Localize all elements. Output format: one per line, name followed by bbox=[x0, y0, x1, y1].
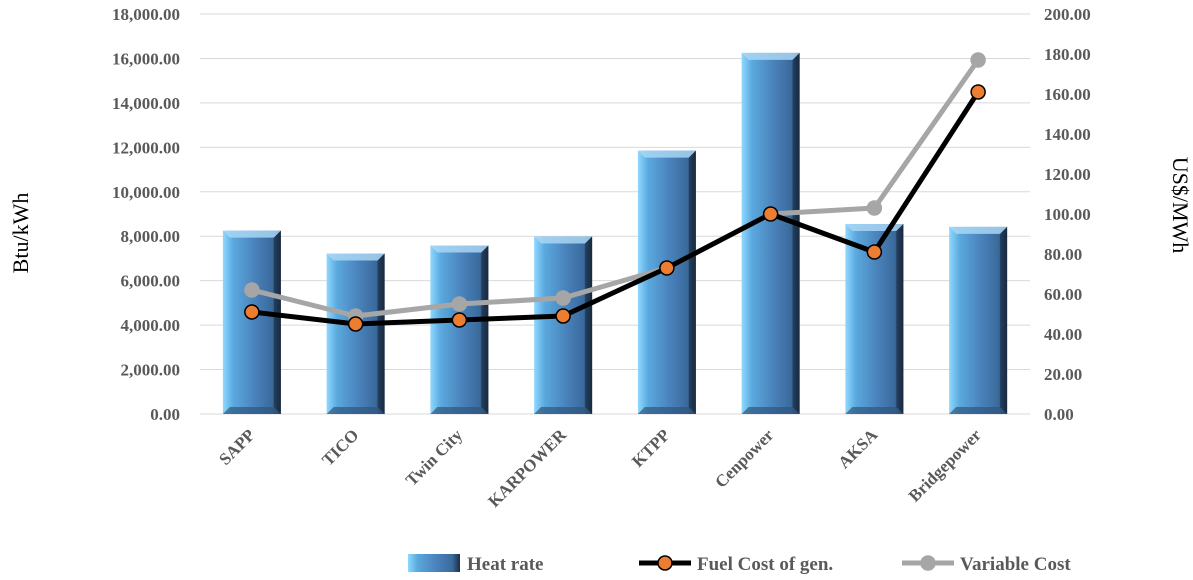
bar-bevel-top bbox=[949, 226, 1008, 234]
y-left-tick-label: 10,000.00 bbox=[112, 183, 180, 202]
series-point bbox=[555, 308, 571, 324]
bar bbox=[534, 236, 593, 414]
y-left-axis-title: Btu/kWh bbox=[8, 193, 33, 274]
bar-bevel-right bbox=[688, 150, 696, 414]
y-left-tick-label: 0.00 bbox=[150, 405, 180, 424]
bar-bevel-bottom bbox=[845, 407, 904, 414]
y-right-tick-label: 160.00 bbox=[1044, 85, 1091, 104]
bar-bevel-bottom bbox=[637, 407, 696, 414]
series-point bbox=[762, 206, 779, 222]
bar-face bbox=[949, 226, 1008, 414]
bar-bevel-bottom bbox=[430, 407, 489, 414]
bar-bevel-right bbox=[792, 52, 800, 415]
y-left-tick-label: 18,000.00 bbox=[112, 5, 180, 24]
category-label: SAPP bbox=[215, 425, 258, 468]
y-left-tick-label: 2,000.00 bbox=[121, 361, 181, 380]
bar-bevel-right bbox=[377, 253, 385, 414]
legend-label: Heat rate bbox=[467, 554, 543, 575]
legend-item: Variable Cost bbox=[902, 554, 1071, 575]
bar bbox=[222, 230, 281, 414]
series-line bbox=[251, 90, 981, 327]
y-right-tick-label: 80.00 bbox=[1044, 245, 1082, 264]
series-point bbox=[866, 200, 883, 216]
series-point bbox=[451, 312, 468, 328]
y-left-tick-label: 14,000.00 bbox=[112, 94, 180, 113]
series-point bbox=[451, 296, 468, 312]
y-left-tick-label: 8,000.00 bbox=[121, 227, 181, 246]
series-point bbox=[347, 316, 364, 332]
y-left-tick-label: 4,000.00 bbox=[121, 316, 181, 335]
bar-face bbox=[430, 245, 489, 414]
y-right-tick-label: 140.00 bbox=[1044, 125, 1091, 144]
bar-bevel-right bbox=[1000, 226, 1008, 414]
bar-bevel-bottom bbox=[741, 407, 800, 414]
legend-item: Fuel Cost of gen. bbox=[639, 554, 833, 575]
legend-swatch-marker bbox=[920, 555, 936, 571]
bar bbox=[949, 226, 1008, 414]
series-point bbox=[659, 260, 675, 276]
bar-face bbox=[637, 150, 696, 414]
y-right-tick-label: 200.00 bbox=[1044, 5, 1091, 24]
series-point bbox=[970, 52, 986, 68]
legend-label: Variable Cost bbox=[960, 554, 1071, 575]
legend-swatch-marker bbox=[657, 555, 673, 571]
bar-face bbox=[534, 236, 593, 414]
bar bbox=[637, 150, 696, 414]
bar-bevel-right bbox=[481, 245, 489, 414]
series-point bbox=[244, 304, 260, 320]
y-left-tick-label: 16,000.00 bbox=[112, 49, 180, 68]
bar-bevel-top bbox=[430, 245, 489, 253]
legend-swatch-bar bbox=[408, 554, 460, 572]
line-series bbox=[244, 84, 986, 332]
category-label: AKSA bbox=[834, 425, 881, 472]
legend-item: Heat rate bbox=[408, 554, 543, 575]
bar-bevel-right bbox=[273, 230, 281, 414]
series-point bbox=[555, 290, 571, 306]
bar-bevel-top bbox=[637, 150, 696, 158]
category-label: TICO bbox=[318, 425, 362, 469]
category-label: Twin City bbox=[402, 425, 467, 490]
y-left-tick-label: 12,000.00 bbox=[112, 138, 180, 157]
series-point bbox=[970, 84, 986, 100]
bar-bevel-bottom bbox=[949, 407, 1008, 414]
bar-bevel-top bbox=[534, 236, 593, 244]
category-label: KARPOWER bbox=[484, 425, 570, 511]
legend-label: Fuel Cost of gen. bbox=[697, 554, 833, 575]
bar bbox=[430, 245, 489, 414]
y-right-tick-label: 40.00 bbox=[1044, 325, 1082, 344]
series-point bbox=[866, 244, 883, 260]
y-right-tick-label: 120.00 bbox=[1044, 165, 1091, 184]
y-left-tick-label: 6,000.00 bbox=[121, 272, 181, 291]
line-series bbox=[244, 52, 986, 324]
bar bbox=[326, 253, 385, 414]
category-label: Cenpower bbox=[711, 425, 778, 492]
bar-bevel-bottom bbox=[534, 407, 593, 414]
bar-bevel-right bbox=[585, 236, 593, 414]
bar-face bbox=[326, 253, 385, 414]
y-right-tick-label: 60.00 bbox=[1044, 285, 1082, 304]
y-right-tick-label: 20.00 bbox=[1044, 365, 1082, 384]
bar-bevel-bottom bbox=[326, 407, 385, 414]
y-right-tick-label: 180.00 bbox=[1044, 45, 1091, 64]
category-label: KTPP bbox=[628, 425, 673, 470]
bar-face bbox=[222, 230, 281, 414]
bar-bevel-top bbox=[741, 52, 800, 60]
bar-bevel-top bbox=[326, 253, 385, 261]
y-right-tick-label: 0.00 bbox=[1044, 405, 1074, 424]
bar-bevel-top bbox=[222, 230, 281, 238]
series-point bbox=[244, 282, 260, 298]
bar bbox=[741, 52, 800, 415]
series-line bbox=[251, 58, 981, 319]
category-label: Bridgepower bbox=[905, 425, 986, 506]
y-right-axis-title: US$/MWh bbox=[1168, 157, 1193, 254]
y-right-tick-label: 100.00 bbox=[1044, 205, 1091, 224]
bar-bevel-bottom bbox=[222, 407, 281, 414]
bar-face bbox=[741, 52, 800, 415]
bar-bevel-right bbox=[896, 224, 904, 414]
